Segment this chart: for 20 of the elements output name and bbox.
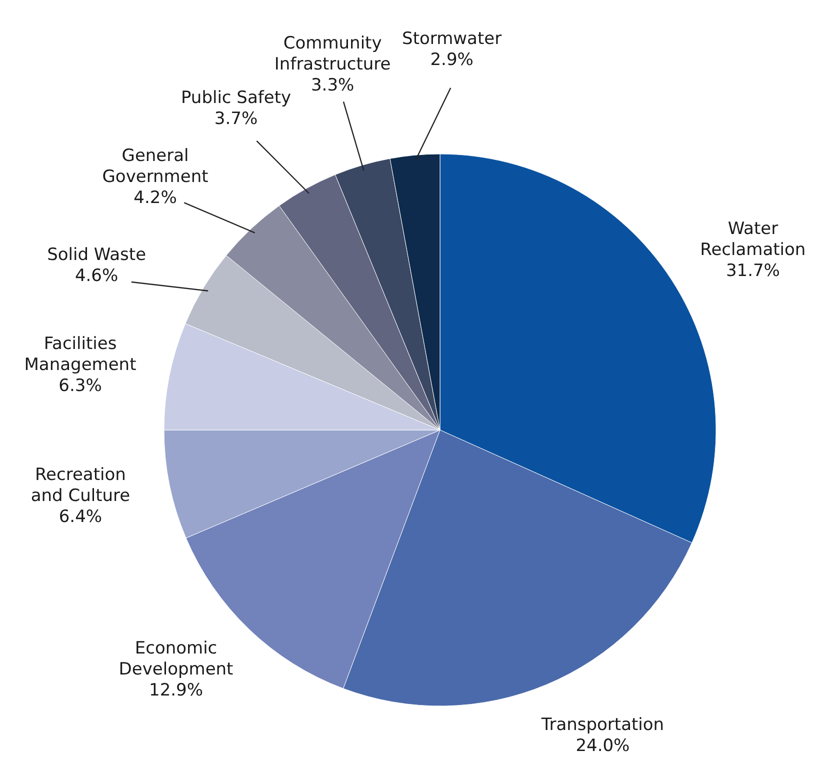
data-label: 3.3% — [310, 75, 354, 96]
data-label: 4.6% — [74, 265, 118, 286]
slice-label: Solid Waste — [47, 244, 146, 264]
data-label: 6.3% — [58, 376, 102, 396]
data-label: 6.4% — [58, 506, 102, 527]
data-label: 12.9% — [149, 680, 204, 700]
slice-label: Recreation and Culture — [30, 464, 130, 506]
slice-label: General Government — [102, 146, 209, 187]
slice-label: Community Infrastructure — [274, 33, 391, 74]
data-label: 4.2% — [134, 188, 177, 208]
data-label: 3.7% — [214, 108, 258, 128]
slice-label: Economic Development — [118, 638, 234, 679]
slice-label: Transportation — [540, 714, 664, 735]
data-label: 24.0% — [576, 736, 630, 756]
data-label: 31.7% — [726, 260, 780, 281]
slice-label: Public Safety — [180, 87, 292, 108]
slice-label: Water Reclamation — [700, 218, 806, 260]
slice-label: Facilities Management — [24, 334, 137, 375]
slice-label: Stormwater — [402, 28, 502, 48]
data-label: 2.9% — [430, 49, 474, 70]
